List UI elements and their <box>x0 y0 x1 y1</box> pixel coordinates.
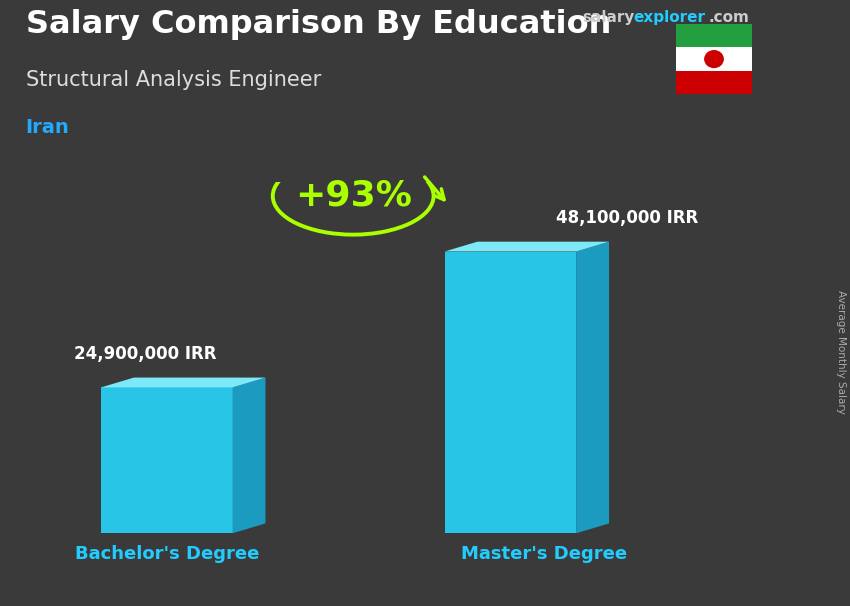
Bar <box>676 24 752 47</box>
Polygon shape <box>101 378 265 387</box>
Text: Salary Comparison By Education: Salary Comparison By Education <box>26 9 611 40</box>
Text: Master's Degree: Master's Degree <box>462 545 627 564</box>
Polygon shape <box>233 378 265 533</box>
Bar <box>676 47 752 71</box>
Text: Iran: Iran <box>26 118 69 137</box>
Text: explorer: explorer <box>633 10 706 25</box>
Text: +93%: +93% <box>295 179 411 213</box>
Text: salary: salary <box>582 10 635 25</box>
Text: .com: .com <box>708 10 749 25</box>
Bar <box>676 71 752 94</box>
Text: 48,100,000 IRR: 48,100,000 IRR <box>556 209 699 227</box>
Circle shape <box>705 51 723 67</box>
Polygon shape <box>445 242 609 251</box>
Text: Structural Analysis Engineer: Structural Analysis Engineer <box>26 70 320 90</box>
Text: Bachelor's Degree: Bachelor's Degree <box>75 545 259 564</box>
Polygon shape <box>576 242 609 533</box>
Text: 24,900,000 IRR: 24,900,000 IRR <box>74 345 216 363</box>
Text: Average Monthly Salary: Average Monthly Salary <box>836 290 846 413</box>
Polygon shape <box>101 387 233 533</box>
Polygon shape <box>445 251 576 533</box>
